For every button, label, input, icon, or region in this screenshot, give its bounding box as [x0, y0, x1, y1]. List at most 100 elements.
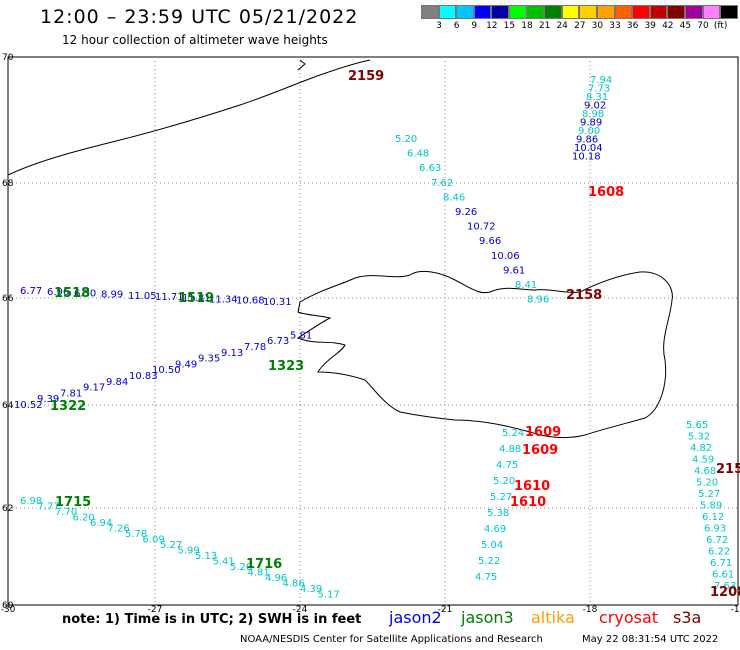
swh-label: 5.41 [213, 557, 235, 568]
lat-label: 60 [2, 601, 14, 611]
swh-label: 5.20 [395, 134, 417, 145]
legend-swatch [684, 5, 703, 19]
swh-label: 8.31 [586, 92, 608, 103]
swh-label: 6.12 [702, 512, 724, 523]
swh-label: 7.94 [590, 75, 612, 86]
swh-label: 5.24 [502, 428, 524, 439]
legend-swatch [579, 5, 597, 19]
time-label: 2159 [348, 69, 384, 84]
swh-label: 4.96 [265, 573, 287, 584]
time-label: 1610 [510, 495, 546, 510]
legend-label: 45 [679, 21, 692, 31]
swh-label: 5.27 [490, 492, 512, 503]
swh-label: 9.84 [106, 377, 128, 388]
swh-label: 10.50 [152, 365, 181, 376]
swh-label: 5.65 [686, 420, 708, 431]
legend-label: 15 [503, 21, 516, 31]
swh-label: 6.73 [267, 336, 289, 347]
swh-label: 5.13 [195, 551, 217, 562]
altimeter-tracks: 7.947.738.319.028.989.899.009.8610.0410.… [14, 75, 736, 601]
swh-label: 7.81 [60, 388, 82, 399]
swh-label: 8.99 [101, 290, 123, 301]
legend-swatch [438, 5, 457, 19]
time-label: 1716 [246, 557, 282, 572]
swh-label: 5.27 [698, 489, 720, 500]
swh-label: 9.39 [37, 394, 59, 405]
swh-label: 9.26 [455, 207, 477, 218]
swh-label: 4.59 [692, 455, 714, 466]
swh-label: 5.32 [688, 432, 710, 443]
time-label: 1518 [54, 286, 90, 301]
time-label: 1519 [178, 291, 214, 306]
legend-label: 39 [644, 21, 656, 31]
swh-label: 7.73 [588, 84, 610, 95]
greenland-coast [7, 59, 371, 176]
legend-label: 9 [471, 21, 478, 31]
swh-label: 9.66 [479, 236, 501, 247]
legend-label: 18 [521, 21, 533, 31]
swh-label: 9.17 [83, 383, 105, 394]
swh-label: 4.68 [694, 466, 716, 477]
generation-timestamp: May 22 08:31:54 UTC 2022 [582, 634, 719, 645]
swh-label: 10.06 [491, 251, 520, 262]
legend-label: (ft) [713, 21, 728, 31]
time-label: 1322 [50, 399, 86, 414]
sat-s3a: s3a [673, 608, 702, 627]
time-label: 2158 [566, 288, 602, 303]
legend-label: 3 [436, 21, 442, 31]
swh-label: 6.61 [712, 570, 734, 581]
swh-label: 4.39 [300, 584, 322, 595]
swh-label: 5.78 [125, 529, 147, 540]
swh-label: 7.26 [108, 524, 130, 535]
sat-cryosat: cryosat [599, 608, 659, 627]
swh-label: 6.71 [710, 558, 732, 569]
swh-label: 4.88 [499, 444, 521, 455]
lat-label: 70 [2, 53, 14, 63]
swh-label: 4.82 [690, 443, 712, 454]
coastline [7, 59, 673, 439]
swh-label: 9.49 [175, 359, 197, 370]
greenland-coast-inner [297, 59, 306, 71]
swh-label: 6.93 [704, 524, 726, 535]
legend-label: 21 [538, 21, 551, 31]
swh-label: 11.34 [209, 294, 238, 305]
swh-label: 10.83 [129, 371, 158, 382]
swh-label: 5.22 [478, 556, 500, 567]
swh-label: 5.99 [178, 546, 200, 557]
swh-label: 6.94 [90, 518, 112, 529]
time-label: 1208 [710, 585, 740, 600]
swh-label: 9.02 [584, 101, 606, 112]
lat-label: 68 [2, 179, 14, 189]
swh-label: 9.61 [503, 265, 525, 276]
map-frame [7, 56, 739, 606]
legend-swatch [667, 5, 685, 19]
swh-label: 9.00 [578, 126, 600, 137]
color-legend-labels: 3 6 9 12 15 18 21 24 27 30 33 36 39 42 45 70 (ft) [421, 21, 731, 33]
lon-label: -18 [583, 605, 598, 615]
sat-jason2: jason2 [389, 608, 442, 627]
swh-label: 5.81 [290, 330, 312, 341]
swh-label: 10.04 [574, 143, 603, 154]
legend-swatch [508, 5, 527, 19]
legend-swatch [614, 5, 633, 19]
swh-label: 5.17 [318, 590, 340, 601]
swh-label: 4.75 [496, 460, 518, 471]
swh-label: 6.98 [20, 496, 42, 507]
swh-label: 10.18 [572, 152, 601, 163]
legend-swatch [720, 5, 738, 19]
time-labels: 2159 1608 1518 1519 2158 1323 1322 1609 1609 1610… [50, 69, 740, 600]
swh-label: 6.09 [143, 535, 165, 546]
footer-note: note: 1) Time is in UTC; 2) SWH is in fe… [62, 612, 362, 627]
lon-label: -24 [293, 605, 308, 615]
swh-label: 11.71 [155, 292, 184, 303]
swh-label: 8.41 [515, 280, 537, 291]
time-label: 1609 [522, 443, 558, 458]
lat-label: 66 [2, 294, 14, 304]
swh-label: 5.04 [481, 540, 503, 551]
legend-swatch [456, 5, 474, 19]
legend-label: 33 [609, 21, 621, 31]
legend-swatch [561, 5, 580, 19]
swh-label: 11.05 [128, 291, 157, 302]
swh-label: 11.81 [182, 293, 211, 304]
